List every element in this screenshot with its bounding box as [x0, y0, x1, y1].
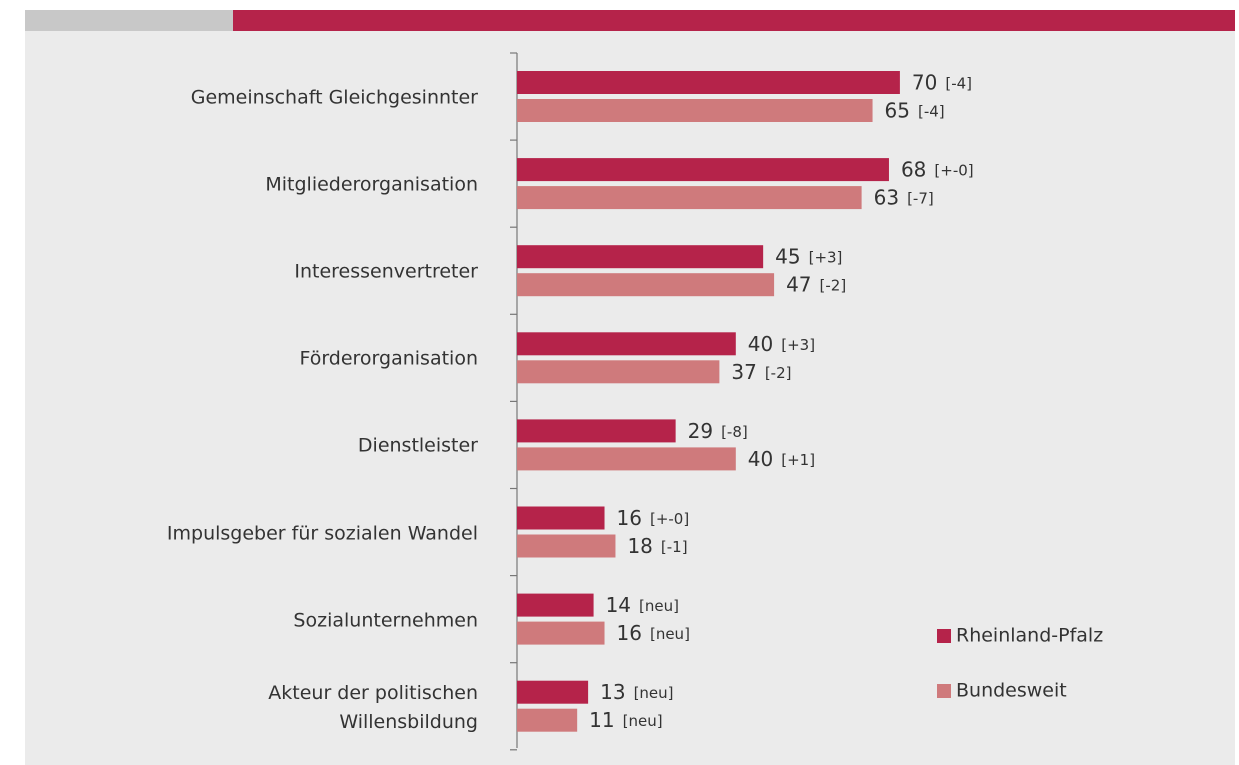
bar — [517, 708, 578, 732]
change-label: [neu] — [650, 625, 690, 643]
change-label: [+3] — [809, 248, 843, 266]
bar — [517, 158, 889, 182]
background — [25, 31, 1235, 765]
value-label: 47 — [786, 272, 811, 296]
change-label: [-2] — [820, 276, 847, 294]
data-label: 16 [+-0] — [617, 506, 690, 530]
value-label: 40 — [748, 446, 773, 470]
data-label: 40 [+3] — [748, 331, 815, 355]
change-label: [+1] — [781, 450, 815, 468]
bar — [517, 621, 605, 645]
data-label: 40 [+1] — [748, 446, 815, 470]
data-label: 63 [-7] — [874, 185, 934, 209]
data-label: 11 [neu] — [589, 708, 662, 732]
legend-swatch — [937, 629, 951, 643]
legend-label: Bundesweit — [956, 680, 1067, 702]
bar — [517, 245, 764, 269]
category-label: Akteur der politischen Willensbildung — [268, 681, 478, 733]
value-label: 37 — [731, 359, 756, 383]
value-label: 70 — [912, 70, 937, 94]
change-label: [-1] — [661, 538, 688, 556]
change-label: [-4] — [945, 74, 972, 92]
value-label: 16 — [617, 621, 642, 645]
data-label: 65 [-4] — [885, 98, 945, 122]
category-label: Mitgliederorganisation — [265, 173, 478, 196]
header-strip — [25, 10, 233, 31]
change-label: [-7] — [907, 189, 934, 207]
bar — [517, 419, 676, 443]
value-label: 65 — [885, 98, 910, 122]
change-label: [-2] — [765, 363, 792, 381]
data-label: 45 [+3] — [775, 244, 842, 268]
data-label: 14 [neu] — [606, 593, 679, 617]
value-label: 63 — [874, 185, 899, 209]
category-label: Gemeinschaft Gleichgesinnter — [190, 86, 478, 109]
category-label: Sozialunternehmen — [293, 609, 478, 632]
category-label: Interessenvertreter — [294, 260, 478, 283]
bar — [517, 360, 720, 384]
category-label: Dienstleister — [357, 434, 478, 457]
value-label: 29 — [688, 418, 713, 442]
change-label: [neu] — [634, 684, 674, 702]
header-strip — [233, 10, 1235, 31]
legend-swatch — [937, 684, 951, 698]
bar — [517, 447, 736, 471]
bar — [517, 506, 605, 530]
value-label: 13 — [600, 680, 625, 704]
value-label: 68 — [901, 157, 926, 181]
change-label: [-8] — [721, 422, 748, 440]
bar — [517, 186, 862, 210]
value-label: 18 — [627, 534, 652, 558]
data-label: 16 [neu] — [617, 621, 690, 645]
data-label: 68 [+-0] — [901, 157, 974, 181]
change-label: [neu] — [623, 712, 663, 730]
bar — [517, 71, 900, 94]
data-label: 47 [-2] — [786, 272, 846, 296]
value-label: 45 — [775, 244, 800, 268]
change-label: [-4] — [918, 102, 945, 120]
change-label: [+-0] — [650, 510, 689, 528]
data-label: 29 [-8] — [688, 418, 748, 442]
value-label: 16 — [617, 506, 642, 530]
change-label: [+3] — [781, 335, 815, 353]
data-label: 37 [-2] — [731, 359, 791, 383]
bar — [517, 593, 594, 617]
bar — [517, 99, 873, 122]
data-label: 18 [-1] — [627, 534, 687, 558]
category-label: Impulsgeber für sozialen Wandel — [166, 522, 478, 544]
legend-label: Rheinland-Pfalz — [956, 625, 1103, 647]
bar — [517, 273, 775, 297]
category-label: Förderorganisation — [299, 347, 478, 370]
change-label: [+-0] — [934, 161, 973, 179]
value-label: 40 — [748, 331, 773, 355]
value-label: 11 — [589, 708, 614, 732]
value-label: 14 — [606, 593, 631, 617]
bar — [517, 332, 736, 356]
bar — [517, 680, 589, 704]
data-label: 13 [neu] — [600, 680, 673, 704]
bar — [517, 534, 616, 558]
data-label: 70 [-4] — [912, 70, 972, 94]
change-label: [neu] — [639, 597, 679, 615]
